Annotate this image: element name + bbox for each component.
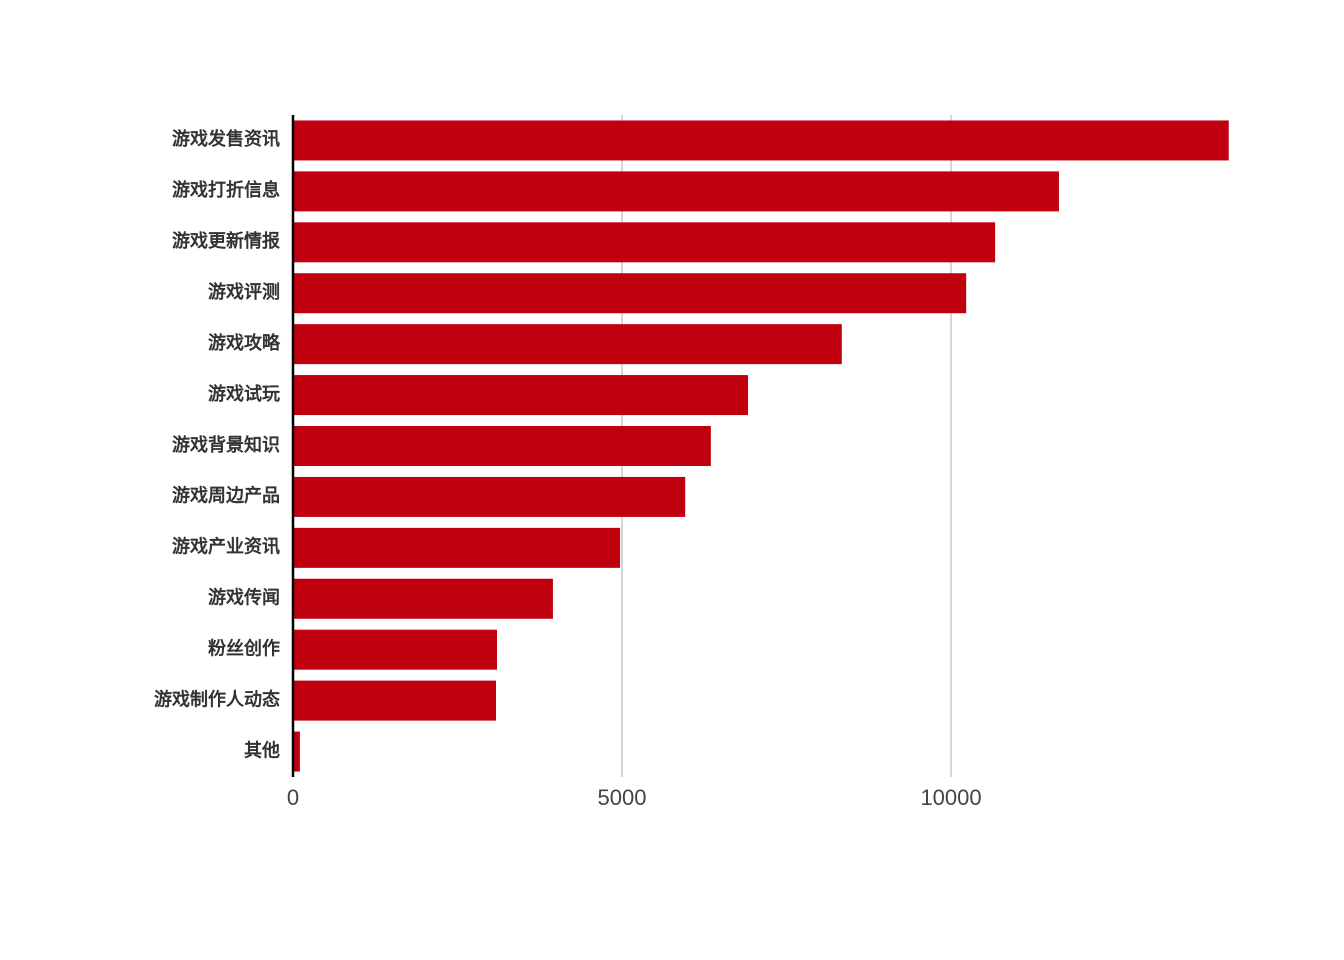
y-tick-label: 游戏制作人动态: [154, 688, 280, 709]
x-tick-label: 5000: [598, 785, 647, 810]
y-tick-label: 游戏发售资讯: [172, 128, 280, 149]
y-tick-label: 游戏背景知识: [172, 434, 280, 455]
bar: [293, 120, 1229, 161]
y-tick-label: 游戏周边产品: [172, 485, 280, 506]
y-tick-label: 游戏更新情报: [172, 230, 280, 251]
bar: [293, 680, 497, 721]
y-tick-label: 其他: [244, 739, 280, 760]
x-tick-label: 0: [287, 785, 299, 810]
y-tick-label: 游戏传闻: [208, 587, 280, 608]
bar: [293, 426, 711, 466]
bar: [293, 476, 686, 517]
bar: [293, 527, 621, 568]
bar: [293, 731, 300, 772]
y-tick-label: 游戏攻略: [208, 332, 281, 353]
bar: [293, 629, 497, 670]
bar: [293, 171, 1059, 212]
y-tick-label: 游戏打折信息: [172, 179, 280, 200]
bar: [293, 222, 996, 263]
x-tick-label: 10000: [920, 785, 981, 810]
bar: [293, 324, 842, 365]
y-tick-label: 粉丝创作: [208, 637, 280, 658]
y-tick-label: 游戏评测: [208, 281, 280, 302]
y-tick-label: 游戏产业资讯: [172, 536, 280, 557]
y-tick-label: 游戏试玩: [208, 383, 280, 404]
bar: [293, 375, 749, 416]
bar: [293, 578, 553, 619]
bar: [293, 273, 967, 314]
